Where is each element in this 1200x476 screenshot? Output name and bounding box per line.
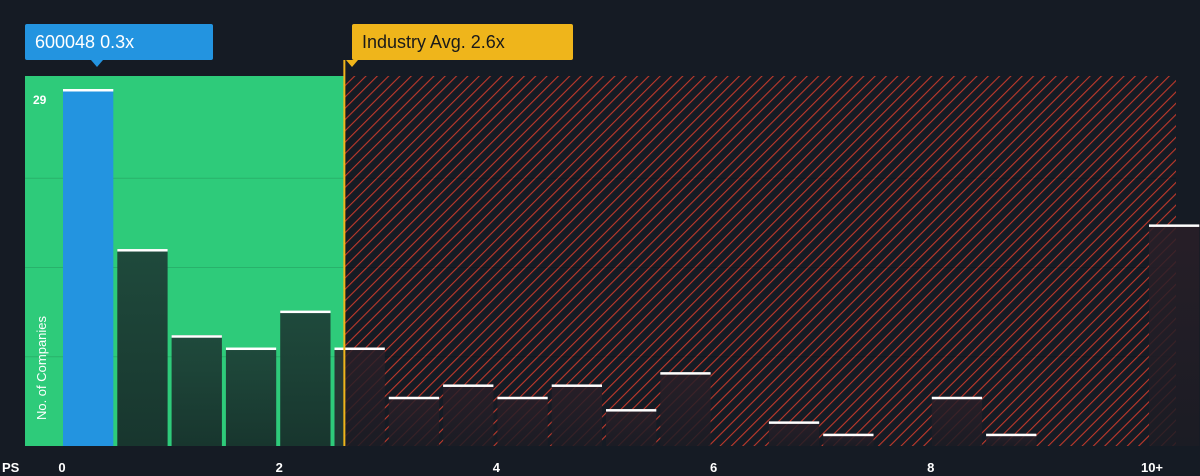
x-tick-label-1: 2	[276, 460, 283, 475]
histogram-bar-0	[63, 89, 114, 446]
histogram-bar-cap-10	[606, 409, 657, 412]
x-axis-title: PS	[2, 460, 20, 475]
histogram-bar-cap-14	[823, 433, 874, 437]
histogram-bar-4	[280, 310, 331, 446]
histogram-bar-cap-4	[280, 310, 331, 314]
histogram-bar-11	[660, 372, 711, 446]
histogram-bar-13	[768, 421, 820, 446]
histogram-bar-8	[497, 396, 548, 446]
histogram-bar-17	[986, 433, 1037, 446]
histogram-bar-cap-3	[225, 347, 277, 351]
histogram-bar-cap-11	[660, 372, 711, 375]
histogram-bar-14	[823, 433, 874, 446]
histogram-bar-cap-1	[117, 249, 168, 252]
histogram-bar-10	[606, 409, 657, 446]
x-tick-label-3: 6	[710, 460, 717, 475]
histogram-bar-16	[931, 396, 983, 446]
industry-average-callout: Industry Avg. 2.6x	[352, 24, 573, 60]
histogram-bar-9	[551, 384, 602, 446]
overvalued-region	[344, 76, 1176, 446]
histogram-bar-1	[117, 249, 168, 446]
histogram-bar-5	[334, 347, 385, 446]
histogram-bar-cap-6	[388, 396, 440, 400]
histogram-bar-6	[388, 396, 440, 446]
x-tick-label-2: 4	[493, 460, 501, 475]
company-ps-callout: 600048 0.3x	[25, 24, 213, 60]
histogram-bar-cap-16	[931, 396, 983, 400]
histogram-bar-3	[225, 347, 277, 446]
histogram-bar-cap-2	[171, 335, 222, 338]
histogram-bar-cap-0	[63, 89, 114, 92]
histogram-bar-cap-8	[497, 396, 548, 400]
y-axis-max-label: 29	[33, 93, 47, 107]
company-callout-pointer	[91, 60, 103, 67]
industry-callout-pointer	[346, 60, 358, 67]
y-axis-title: No. of Companies	[34, 315, 49, 420]
histogram-bar-cap-17	[986, 433, 1037, 437]
histogram-bar-cap-7	[443, 384, 494, 387]
histogram-bar-2	[171, 335, 222, 446]
histogram-bar-cap-5	[334, 347, 385, 351]
histogram-bar-cap-20	[1149, 224, 1200, 227]
histogram-bar-cap-13	[768, 421, 820, 424]
histogram-bar-20	[1149, 224, 1200, 446]
x-tick-label-0: 0	[58, 460, 65, 475]
x-tick-label-4: 8	[927, 460, 934, 475]
x-tick-label-5: 10+	[1141, 460, 1163, 475]
histogram-bar-7	[443, 384, 494, 446]
histogram-bar-cap-9	[551, 384, 602, 387]
